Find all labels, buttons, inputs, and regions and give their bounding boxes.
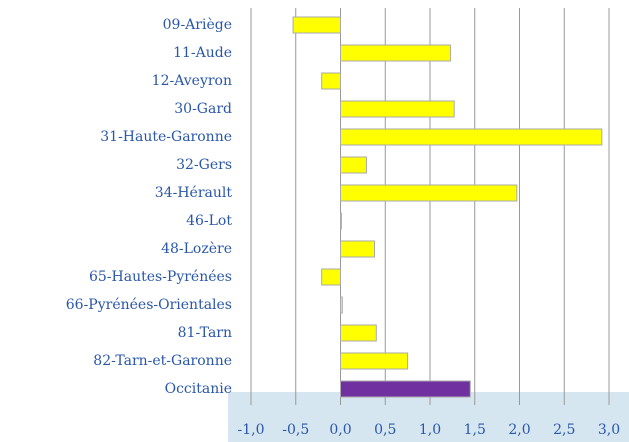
bar — [292, 16, 342, 34]
y-tick-label: 82-Tarn-et-Garonne — [93, 353, 232, 369]
x-tick-label: 3,0 — [598, 422, 620, 438]
x-tick-label: 2,5 — [553, 422, 575, 438]
x-tick-label: 2,0 — [508, 422, 530, 438]
y-tick-label: 11-Aude — [173, 45, 232, 61]
y-tick-label: 12-Aveyron — [152, 73, 232, 89]
bar — [340, 128, 603, 146]
bar — [340, 212, 342, 230]
bar — [340, 100, 455, 118]
y-tick-label: 09-Ariège — [163, 17, 232, 33]
axis-band — [228, 392, 629, 442]
bar — [340, 380, 471, 398]
y-tick-label: 66-Pyrénées-Orientales — [66, 297, 232, 313]
bar — [340, 44, 452, 62]
bar — [340, 240, 376, 258]
y-tick-label: 65-Hautes-Pyrénées — [89, 269, 232, 285]
y-tick-label: 32-Gers — [176, 157, 232, 173]
x-tick-label: 1,5 — [464, 422, 486, 438]
bar — [340, 156, 367, 174]
y-tick-label: 81-Tarn — [178, 325, 232, 341]
y-tick-label: 30-Gard — [174, 101, 232, 117]
x-tick-label: 1,0 — [419, 422, 441, 438]
bar — [321, 268, 341, 286]
y-tick-label: 34-Hérault — [155, 185, 233, 201]
y-tick-label: 46-Lot — [186, 213, 232, 229]
x-tick-label: 0,5 — [374, 422, 396, 438]
x-tick-label: -0,5 — [282, 422, 309, 438]
y-tick-label: Occitanie — [165, 381, 232, 397]
bar — [340, 324, 377, 342]
y-tick-label: 48-Lozère — [161, 241, 232, 257]
bar — [340, 352, 409, 370]
y-tick-label: 31-Haute-Garonne — [100, 129, 232, 145]
x-tick-label: 0,0 — [329, 422, 351, 438]
bar — [340, 296, 343, 314]
bar — [340, 184, 518, 202]
x-tick-label: -1,0 — [238, 422, 265, 438]
bar — [321, 72, 341, 90]
